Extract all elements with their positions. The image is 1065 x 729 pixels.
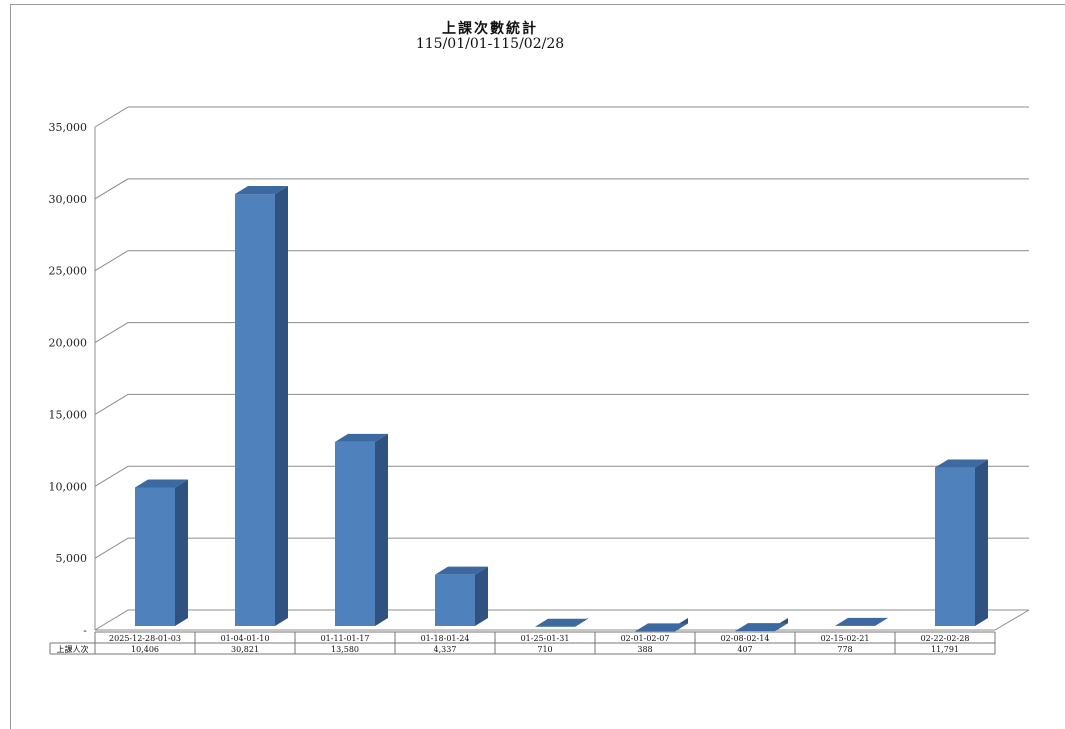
x-tick-label: 01-11-01-17 (321, 634, 370, 643)
bar-top (635, 623, 688, 632)
side-wall-line (94, 322, 129, 343)
chart-frame-top (10, 4, 1065, 5)
y-tick-label: 30,000 (49, 193, 88, 206)
y-tick-label: - (83, 624, 87, 637)
bar-top (535, 618, 588, 627)
x-tick-label: 02-22-02-28 (921, 634, 970, 643)
data-label: 407 (737, 645, 752, 654)
bar (935, 467, 975, 626)
data-label: 710 (537, 645, 552, 654)
data-label: 30,821 (231, 645, 259, 654)
y-tick-label: 25,000 (49, 265, 88, 278)
bar-side (175, 479, 188, 626)
data-label: 388 (637, 645, 652, 654)
x-tick-label: 01-04-01-10 (221, 634, 270, 643)
data-label: 4,337 (434, 645, 457, 654)
bar-top (335, 433, 388, 442)
y-tick-label: 35,000 (49, 121, 88, 134)
bar-top (135, 479, 188, 488)
data-label: 13,580 (331, 645, 359, 654)
chart-frame-left (10, 4, 11, 729)
bar-side (375, 433, 388, 626)
bar-top (835, 617, 888, 626)
side-wall-line (94, 465, 129, 487)
chart-title: 上課次數統計 (442, 21, 538, 37)
bar-top (235, 186, 288, 195)
table-series-name: 上課人次 (57, 644, 89, 654)
x-tick-label: 02-08-02-14 (721, 634, 770, 643)
bar-side (975, 459, 988, 626)
side-wall-line (94, 394, 129, 415)
bar (435, 574, 475, 626)
side-wall-line (94, 537, 129, 559)
bar (135, 487, 175, 626)
data-label: 11,791 (931, 645, 959, 654)
bar (235, 194, 275, 626)
x-tick-label: 01-25-01-31 (521, 634, 570, 643)
chart-subtitle: 115/01/01-115/02/28 (415, 36, 565, 52)
side-wall-line (94, 106, 129, 128)
data-label: 10,406 (131, 645, 159, 654)
y-tick-label: 10,000 (49, 480, 88, 493)
y-tick-label: 5,000 (56, 552, 88, 565)
x-tick-label: 01-18-01-24 (421, 634, 470, 643)
x-tick-label: 02-01-02-07 (621, 634, 670, 643)
x-tick-label: 02-15-02-21 (821, 634, 870, 643)
side-wall-line (94, 609, 129, 631)
data-label: 778 (837, 645, 852, 654)
bar-top (435, 566, 488, 575)
side-wall-line (94, 178, 129, 200)
x-tick-label: 2025-12-28-01-03 (109, 634, 181, 643)
y-tick-label: 20,000 (49, 337, 88, 350)
side-wall-line (94, 250, 129, 272)
bar-top (935, 459, 988, 468)
bar (335, 441, 375, 626)
floor-right-edge (994, 609, 1030, 631)
y-tick-label: 15,000 (49, 408, 88, 421)
bar-side (875, 617, 888, 626)
bar-side (475, 566, 488, 626)
bar-side (275, 186, 288, 626)
bar-top (735, 623, 788, 632)
